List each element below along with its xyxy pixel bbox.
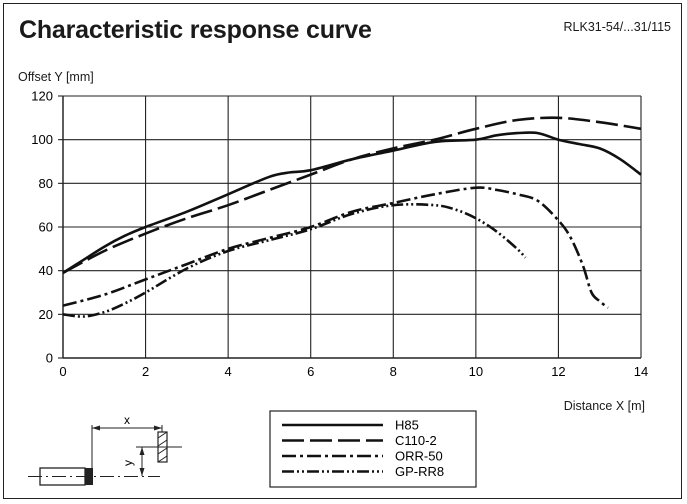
x-tick-label: 12 <box>551 364 565 379</box>
x-tick-label: 14 <box>634 364 648 379</box>
legend-label: H85 <box>395 418 419 433</box>
y-tick-label: 20 <box>39 307 53 322</box>
y-axis-label: Offset Y [mm] <box>18 70 94 84</box>
y-tick-label: 40 <box>39 263 53 278</box>
x-tick-label: 4 <box>225 364 232 379</box>
sensor-diagram: x y <box>28 413 182 486</box>
chart-frame <box>3 3 682 499</box>
series-lines <box>62 116 642 318</box>
product-code: RLK31-54/...31/115 <box>563 20 671 34</box>
x-tick-label: 8 <box>390 364 397 379</box>
reflector-hatch <box>157 431 168 463</box>
y-tick-label: 60 <box>39 220 53 235</box>
dim-y-arrow-top <box>139 447 145 455</box>
y-tick-label: 80 <box>39 176 53 191</box>
series-line-gp-rr8 <box>62 203 527 318</box>
dim-x-arrow-right <box>154 425 162 431</box>
dim-x-label: x <box>124 413 130 427</box>
legend-box <box>269 410 477 488</box>
series-line-h85 <box>62 131 642 274</box>
legend-label: GP-RR8 <box>395 464 444 479</box>
series-line-orr-50 <box>62 186 609 309</box>
dim-x-arrow-left <box>92 425 100 431</box>
dim-y-label: y <box>121 460 135 466</box>
legend-label: ORR-50 <box>395 449 443 464</box>
y-tick-label: 0 <box>46 351 53 366</box>
x-axis-label: Distance X [m] <box>563 399 645 413</box>
x-tick-label: 2 <box>142 364 149 379</box>
legend-label: C110-2 <box>395 433 437 448</box>
y-tick-label: 100 <box>31 132 53 147</box>
y-tick-label: 120 <box>31 89 53 104</box>
x-tick-label: 10 <box>469 364 483 379</box>
x-tick-label: 6 <box>307 364 314 379</box>
tick-labels: 0 2 4 6 8 10 12 14 0 20 40 60 80 100 120 <box>31 89 648 380</box>
dim-y-arrow-bottom <box>139 468 145 476</box>
series-line-c110-2 <box>62 116 642 275</box>
chart-title: Characteristic response curve <box>19 16 372 44</box>
x-tick-label: 0 <box>59 364 66 379</box>
